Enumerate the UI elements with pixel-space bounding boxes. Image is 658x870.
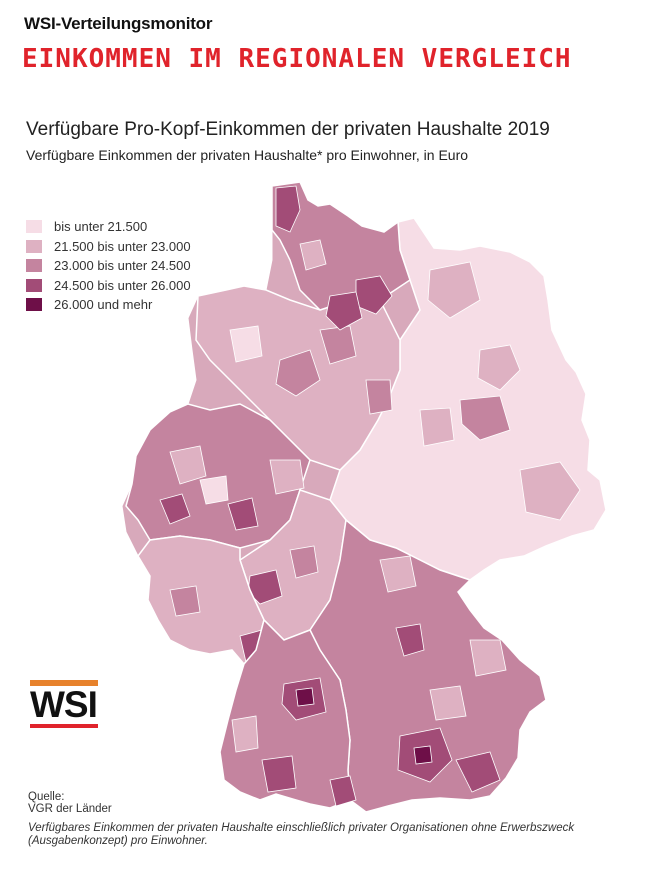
legend-item: bis unter 21.500	[26, 217, 191, 237]
region-bw-south	[261, 755, 297, 793]
legend-swatch	[26, 298, 42, 312]
legend-label: 24.500 bis unter 26.000	[54, 277, 191, 293]
logo-bar-top	[30, 680, 98, 686]
region-nuremberg	[395, 623, 425, 657]
legend-label: 21.500 bis unter 23.000	[54, 238, 191, 254]
map-subtitle: Verfügbare Einkommen der privaten Hausha…	[26, 147, 469, 163]
map-title: Verfügbare Pro-Kopf-Einkommen der privat…	[26, 119, 550, 140]
region-sh-light	[299, 239, 327, 271]
wsi-logo: WSI	[30, 680, 100, 730]
logo-text: WSI	[30, 684, 98, 725]
region-east-north	[427, 261, 481, 319]
legend-label: 23.000 bis unter 24.500	[54, 258, 191, 274]
headline: EINKOMMEN IM REGIONALEN VERGLEICH	[22, 44, 572, 74]
legend-swatch	[26, 259, 42, 273]
region-munich	[413, 745, 433, 765]
region-east-mid	[419, 407, 455, 447]
region-nrw-a	[159, 493, 191, 525]
region-ls-3	[365, 379, 393, 415]
region-nrw-c	[169, 445, 207, 485]
region-thuringia-mid	[459, 395, 511, 441]
legend-item: 24.500 bis unter 26.000	[26, 276, 191, 296]
region-bavaria-south	[455, 751, 501, 793]
region-nrw-d	[269, 459, 305, 495]
legend-item: 26.000 und mehr	[26, 295, 191, 315]
source-value: VGR der Länder	[28, 803, 112, 815]
region-nrw-e	[199, 475, 229, 505]
logo-bar-bottom	[30, 724, 98, 728]
legend-item: 21.500 bis unter 23.000	[26, 237, 191, 257]
legend-swatch	[26, 239, 42, 253]
legend-item: 23.000 bis unter 24.500	[26, 256, 191, 276]
region-bavaria-c	[429, 685, 467, 721]
legend: bis unter 21.500 21.500 bis unter 23.000…	[26, 217, 191, 315]
source-label: Quelle:	[28, 791, 65, 803]
region-stuttgart-core	[295, 687, 315, 707]
region-ls-4	[229, 325, 263, 363]
kicker: WSI-Verteilungsmonitor	[24, 14, 213, 33]
region-bw-lake	[329, 775, 357, 807]
region-sylt	[275, 185, 301, 233]
region-bavaria-north	[379, 555, 417, 593]
region-hamburg	[325, 291, 363, 331]
region-saxony-west	[519, 461, 581, 521]
legend-swatch	[26, 220, 42, 234]
legend-swatch	[26, 278, 42, 292]
region-nrw-b	[227, 497, 259, 531]
footnote: Verfügbares Einkommen der privaten Haush…	[28, 822, 575, 847]
region-bw-west	[231, 715, 259, 753]
region-bavaria-east	[469, 639, 507, 677]
legend-label: 26.000 und mehr	[54, 297, 153, 313]
legend-label: bis unter 21.500	[54, 219, 148, 235]
region-berlin-surround	[477, 344, 521, 391]
region-ls-1	[275, 349, 321, 397]
region-hesse-b	[289, 545, 319, 579]
region-rlp-b	[169, 585, 201, 617]
